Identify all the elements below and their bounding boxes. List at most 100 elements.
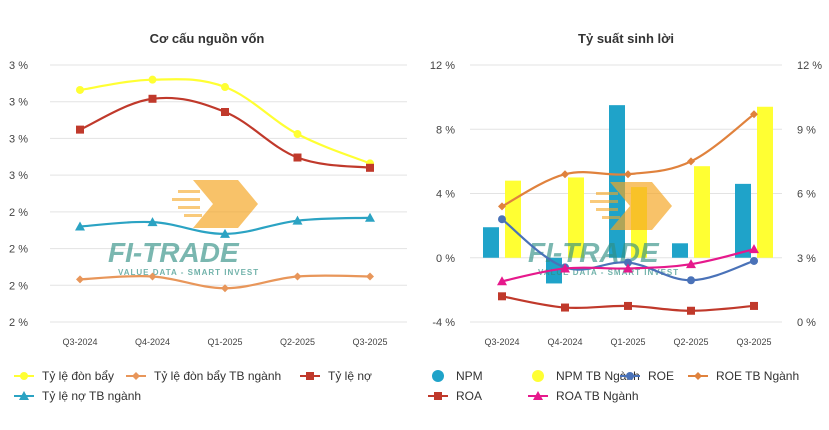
legend-swatch-marker xyxy=(533,391,543,400)
data-point xyxy=(366,272,374,281)
legend-label: NPM TB Ngành xyxy=(556,369,640,383)
x-tick-label: Q3-2025 xyxy=(352,337,387,347)
legend-label: Tỷ lệ đòn bẩy xyxy=(42,369,114,383)
legend-label: Tỷ lệ nợ xyxy=(328,369,372,383)
data-point xyxy=(221,284,229,293)
y-tick-label: 3 % xyxy=(9,97,28,109)
x-tick-label: Q1-2025 xyxy=(610,337,645,347)
data-point xyxy=(498,292,506,301)
data-point xyxy=(292,215,303,225)
data-point xyxy=(75,221,85,231)
y-left-tick-label: -4 % xyxy=(432,317,455,329)
legend-swatch-marker xyxy=(434,392,442,400)
x-tick-label: Q3-2024 xyxy=(62,337,97,347)
data-point xyxy=(148,75,157,84)
x-tick-label: Q4-2024 xyxy=(547,337,582,347)
data-point xyxy=(148,94,157,103)
legend-swatch-marker xyxy=(132,372,140,380)
x-tick-label: Q1-2025 xyxy=(207,337,242,347)
series-line-0 xyxy=(79,78,371,165)
bar xyxy=(483,227,499,258)
x-axis: Q3-2024 Q4-2024 Q1-2025 Q2-2025 Q3-2025 xyxy=(62,337,387,347)
chart-title: Cơ cấu nguồn vốn xyxy=(150,31,265,46)
data-point xyxy=(293,130,302,139)
data-point xyxy=(687,306,695,315)
y-axis-left: 12 % 8 % 4 % 0 % -4 % xyxy=(430,60,455,329)
data-point xyxy=(293,153,302,162)
data-point xyxy=(221,107,229,116)
legend-swatch-marker xyxy=(306,372,314,380)
data-point xyxy=(687,276,695,285)
y-tick-label: 2 % xyxy=(9,280,28,292)
watermark-logo-text: FI-TRADE xyxy=(108,237,240,268)
legend-swatch xyxy=(532,370,544,382)
legend-label: Tỷ lệ đòn bẩy TB ngành xyxy=(154,369,281,383)
bar xyxy=(505,180,521,258)
data-point xyxy=(560,263,570,273)
y-left-tick-label: 0 % xyxy=(436,253,455,265)
capital-structure-chart: Cơ cấu nguồn vốn 3 % 3 % 3 % 3 % 2 % 2 % 2 % 2 … xyxy=(9,31,407,347)
data-point xyxy=(76,275,84,284)
y-right-tick-label: 9 % xyxy=(797,124,816,136)
y-right-tick-label: 0 % xyxy=(797,317,816,329)
data-point xyxy=(624,301,632,310)
legend-label: Tỷ lệ nợ TB ngành xyxy=(42,389,141,403)
data-point xyxy=(497,276,507,286)
data-point xyxy=(148,272,157,281)
watermark-logo-icon xyxy=(590,182,672,230)
data-point xyxy=(365,212,375,222)
series-layer xyxy=(75,75,375,293)
legend-swatch xyxy=(432,370,444,382)
legend-swatch-marker xyxy=(19,391,29,400)
bar xyxy=(672,243,688,258)
y-tick-label: 3 % xyxy=(9,133,28,145)
bar-layer xyxy=(483,105,773,284)
data-point xyxy=(749,244,759,254)
x-axis: Q3-2024 Q4-2024 Q1-2025 Q2-2025 Q3-2025 xyxy=(484,337,771,347)
data-point xyxy=(750,301,758,310)
bar xyxy=(694,166,710,258)
data-point xyxy=(561,303,569,312)
legend-label: ROE TB Ngành xyxy=(716,369,799,383)
chart-title: Tỷ suất sinh lời xyxy=(578,31,674,46)
legend-swatch-marker xyxy=(694,372,702,380)
bar xyxy=(609,105,625,258)
x-tick-label: Q3-2025 xyxy=(736,337,771,347)
x-tick-label: Q2-2025 xyxy=(280,337,315,347)
legend-label: ROA xyxy=(456,389,482,403)
fi-trade-watermark: FI-TRADE VALUE DATA - SMART INVEST xyxy=(528,182,679,277)
data-point xyxy=(147,217,158,227)
legend-label: NPM xyxy=(456,369,483,383)
y-tick-label: 3 % xyxy=(9,60,28,72)
y-tick-label: 2 % xyxy=(9,207,28,219)
x-tick-label: Q4-2024 xyxy=(135,337,170,347)
data-point xyxy=(561,170,569,179)
data-point xyxy=(221,83,229,92)
y-axis-right: 12 % 9 % 6 % 3 % 0 % xyxy=(797,60,822,329)
y-left-tick-label: 12 % xyxy=(430,60,455,72)
watermark-logo-icon xyxy=(172,180,258,228)
profitability-chart: Tỷ suất sinh lời 12 % 8 % 4 % 0 % -4 % 12 % 9… xyxy=(430,31,822,347)
y-right-tick-label: 12 % xyxy=(797,60,822,72)
data-point xyxy=(76,85,84,94)
data-point xyxy=(687,157,695,166)
line-layer xyxy=(497,110,759,315)
data-point xyxy=(624,170,632,179)
bar xyxy=(735,183,751,258)
bar xyxy=(568,177,584,258)
y-tick-label: 2 % xyxy=(9,317,28,329)
y-left-tick-label: 8 % xyxy=(436,124,455,136)
x-tick-label: Q3-2024 xyxy=(484,337,519,347)
data-point xyxy=(750,256,758,265)
y-right-tick-label: 3 % xyxy=(797,253,816,265)
y-right-tick-label: 6 % xyxy=(797,189,816,201)
watermark-tagline: VALUE DATA - SMART INVEST xyxy=(538,268,679,277)
legend-left: Tỷ lệ đòn bẩy Tỷ lệ đòn bẩy TB ngành Tỷ lệ… xyxy=(14,369,372,403)
data-point xyxy=(623,263,633,273)
data-point xyxy=(624,258,632,267)
data-point xyxy=(220,228,230,238)
data-point xyxy=(498,202,506,211)
y-tick-label: 2 % xyxy=(9,244,28,256)
y-tick-label: 3 % xyxy=(9,170,28,182)
